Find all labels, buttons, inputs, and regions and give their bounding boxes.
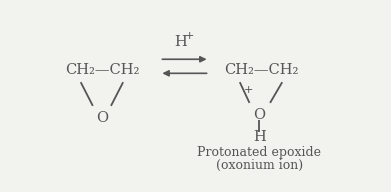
Text: O: O: [253, 108, 265, 122]
Text: (oxonium ion): (oxonium ion): [216, 158, 303, 171]
Text: O: O: [96, 111, 108, 125]
Text: H: H: [174, 35, 187, 49]
Text: +: +: [244, 85, 253, 95]
Text: Protonated epoxide: Protonated epoxide: [197, 146, 321, 159]
Text: +: +: [185, 31, 194, 41]
Text: CH₂—CH₂: CH₂—CH₂: [224, 63, 298, 77]
Text: H: H: [253, 130, 266, 144]
Text: CH₂—CH₂: CH₂—CH₂: [65, 63, 139, 77]
